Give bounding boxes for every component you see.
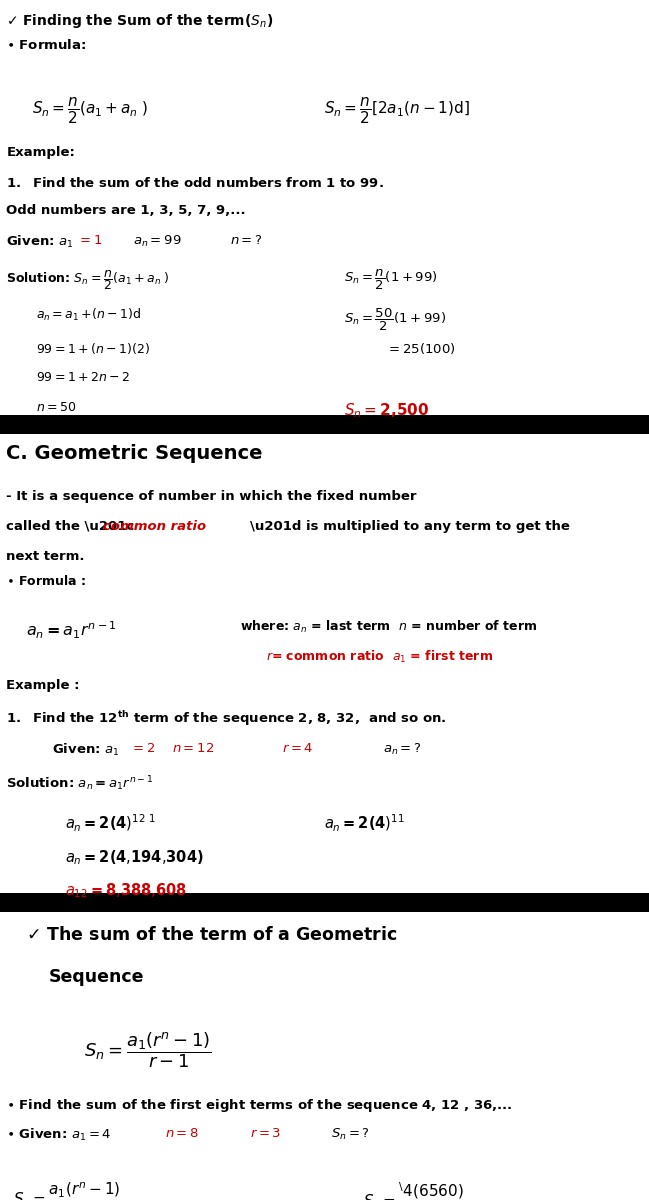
Text: $\bullet$ Find the sum of the first eight terms of the sequence 4, 12 , 36,...: $\bullet$ Find the sum of the first eigh… — [6, 1097, 513, 1114]
Text: $\bullet$ Formula :: $\bullet$ Formula : — [6, 574, 86, 588]
Text: $S_n=?$: $S_n=?$ — [331, 1127, 370, 1142]
Text: $n = 12$: $n = 12$ — [172, 742, 214, 755]
Text: $\checkmark$ Finding the Sum of the term($S_n$): $\checkmark$ Finding the Sum of the term… — [6, 12, 274, 30]
Text: C. Geometric Sequence: C. Geometric Sequence — [6, 444, 263, 463]
Text: Solution: $S_n=\dfrac{n}{2}(a_1 + a_n\ )$: Solution: $S_n=\dfrac{n}{2}(a_1 + a_n\ )… — [6, 268, 170, 292]
Text: $n = 50$: $n = 50$ — [36, 401, 76, 414]
Text: $S_n=\dfrac{^{\backslash}4(6560)}{2}$: $S_n=\dfrac{^{\backslash}4(6560)}{2}$ — [363, 1181, 466, 1200]
Text: $a_n=?$: $a_n=?$ — [383, 742, 421, 757]
Text: Given: $a_1$: Given: $a_1$ — [52, 742, 119, 757]
Text: $= 25(100)$: $= 25(100)$ — [386, 341, 456, 356]
Text: $= 2$: $= 2$ — [130, 742, 155, 755]
Text: $S_n=\dfrac{a_1(r^n-1)}{r-1}$: $S_n=\dfrac{a_1(r^n-1)}{r-1}$ — [13, 1181, 122, 1200]
Text: $S_n=\dfrac{n}{2}(a_1 + a_n\ )$: $S_n=\dfrac{n}{2}(a_1 + a_n\ )$ — [32, 96, 149, 126]
Text: $a_n = 99$: $a_n = 99$ — [133, 234, 182, 250]
Bar — [0, 893, 649, 912]
Text: $\boldsymbol{a_n = 2(4)^{12\ 1}}$: $\boldsymbol{a_n = 2(4)^{12\ 1}}$ — [65, 812, 156, 834]
Text: $\mathbf{1.}$  Find the sum of the odd numbers from 1 to 99.: $\mathbf{1.}$ Find the sum of the odd nu… — [6, 176, 384, 191]
Text: Given: $a_1$: Given: $a_1$ — [6, 234, 74, 250]
Text: $n= 8$: $n= 8$ — [165, 1127, 200, 1140]
Text: \u201d is multiplied to any term to get the: \u201d is multiplied to any term to get … — [250, 520, 570, 533]
Text: Solution: $\boldsymbol{a_n = a_1r^{n-1}}$: Solution: $\boldsymbol{a_n = a_1r^{n-1}}… — [6, 774, 154, 793]
Text: common ratio: common ratio — [103, 520, 206, 533]
Text: $\boldsymbol{a_n = 2(4)^{11}}$: $\boldsymbol{a_n = 2(4)^{11}}$ — [324, 812, 405, 834]
Text: $\boldsymbol{a_n = a_1r^{n-1}}$: $\boldsymbol{a_n = a_1r^{n-1}}$ — [26, 619, 117, 641]
Text: $S_n=\dfrac{n}{2}(1+ 99)$: $S_n=\dfrac{n}{2}(1+ 99)$ — [344, 268, 437, 292]
Text: $S_n=\dfrac{n}{2}[2a_1(n-1)\mathrm{d}]$: $S_n=\dfrac{n}{2}[2a_1(n-1)\mathrm{d}]$ — [324, 96, 471, 126]
Text: $a_n = a_1 +^{\!\!}(n-1)\mathrm{d}$: $a_n = a_1 +^{\!\!}(n-1)\mathrm{d}$ — [36, 307, 141, 323]
Text: $99= 1 + (n-1)(2)$: $99= 1 + (n-1)(2)$ — [36, 341, 150, 356]
Text: $\mathbf{1.}$  Find the 12$^{\mathbf{th}}$ term of the sequence 2, 8, 32,  and s: $\mathbf{1.}$ Find the 12$^{\mathbf{th}}… — [6, 709, 447, 728]
Text: $\boldsymbol{a_n = 2(4{,}194{,}304)}$: $\boldsymbol{a_n = 2(4{,}194{,}304)}$ — [65, 848, 204, 868]
Text: Sequence: Sequence — [49, 968, 144, 986]
Text: called the \u201c: called the \u201c — [6, 520, 135, 533]
Text: Example :: Example : — [6, 679, 80, 692]
Bar — [0, 415, 649, 434]
Text: $= 1$: $= 1$ — [77, 234, 102, 247]
Text: $S_n = \mathbf{2{,}500}$: $S_n = \mathbf{2{,}500}$ — [344, 401, 429, 420]
Text: $\boldsymbol{a_{12} = 8{,}388{,}608}$: $\boldsymbol{a_{12} = 8{,}388{,}608}$ — [65, 881, 187, 900]
Text: Odd numbers are 1, 3, 5, 7, 9,...: Odd numbers are 1, 3, 5, 7, 9,... — [6, 204, 246, 217]
Text: $r = 3$: $r = 3$ — [250, 1127, 281, 1140]
Text: Example:: Example: — [6, 146, 75, 160]
Text: - It is a sequence of number in which the fixed number: - It is a sequence of number in which th… — [6, 490, 417, 503]
Text: $S_n=\dfrac{50}{2}(1+99)$: $S_n=\dfrac{50}{2}(1+99)$ — [344, 307, 446, 334]
Text: next term.: next term. — [6, 550, 85, 563]
Text: $r = 4$: $r = 4$ — [282, 742, 313, 755]
Text: $n=?$: $n=?$ — [230, 234, 263, 247]
Text: $r$= common ratio  $a_1$ = first term: $r$= common ratio $a_1$ = first term — [266, 649, 493, 665]
Text: $S_n=\dfrac{a_1(r^n-1)}{r-1}$: $S_n=\dfrac{a_1(r^n-1)}{r-1}$ — [84, 1031, 212, 1070]
Text: $\checkmark$ The sum of the term of a Geometric: $\checkmark$ The sum of the term of a Ge… — [26, 926, 397, 944]
Text: where: $a_n$ = last term  $n$ = number of term: where: $a_n$ = last term $n$ = number of… — [240, 619, 537, 635]
Text: $\bullet$ Formula:: $\bullet$ Formula: — [6, 38, 87, 53]
Text: $\bullet$ Given: $a_1 = 4$: $\bullet$ Given: $a_1 = 4$ — [6, 1127, 112, 1142]
Text: $99 = 1 + 2n - 2$: $99 = 1 + 2n - 2$ — [36, 371, 130, 384]
